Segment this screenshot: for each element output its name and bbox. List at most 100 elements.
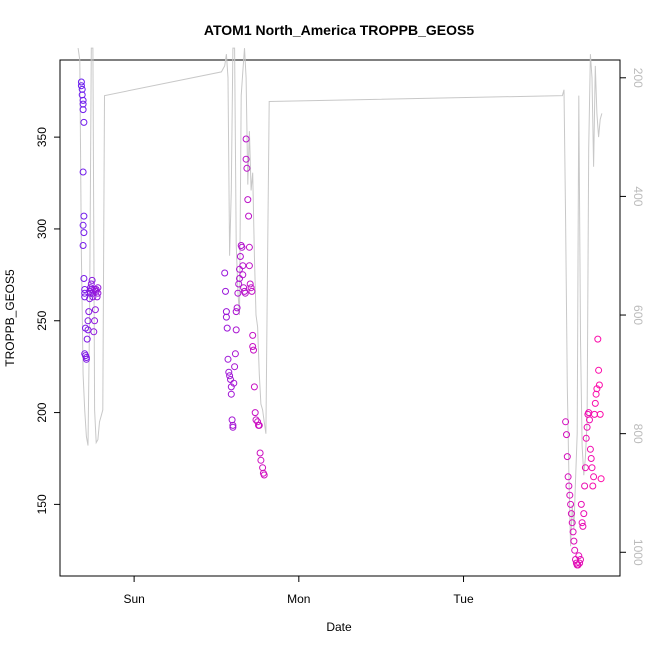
data-point — [595, 381, 603, 389]
data-point — [566, 491, 574, 499]
data-point — [82, 355, 90, 363]
data-point — [250, 346, 257, 354]
left-tick-label: 200 — [35, 402, 49, 422]
data-point — [84, 317, 92, 325]
data-point — [222, 313, 230, 321]
left-y-axis: 150 200 250 300 350 — [35, 127, 60, 514]
data-point — [250, 383, 258, 391]
data-point — [567, 500, 575, 508]
data-point — [251, 409, 259, 417]
right-tick-label: 600 — [631, 305, 645, 325]
data-point — [589, 482, 597, 490]
data-point — [591, 399, 599, 407]
left-tick-label: 150 — [35, 494, 49, 514]
data-point — [248, 287, 256, 295]
right-tick-label: 800 — [631, 424, 645, 444]
data-point — [79, 96, 87, 104]
data-point — [244, 196, 252, 204]
data-point — [586, 445, 594, 453]
data-point — [91, 317, 99, 325]
data-point — [230, 379, 238, 387]
data-point — [568, 519, 576, 527]
data-point — [575, 552, 583, 560]
data-point — [245, 212, 253, 220]
data-point — [231, 363, 239, 371]
data-point — [227, 376, 234, 383]
data-point — [77, 82, 85, 90]
data-point — [93, 293, 101, 301]
data-point — [80, 118, 88, 126]
data-point — [562, 418, 570, 426]
data-point — [595, 366, 603, 374]
data-point — [224, 355, 232, 363]
gray-series — [77, 47, 603, 547]
data-point — [254, 418, 262, 426]
data-point — [583, 423, 591, 431]
data-point — [92, 286, 100, 293]
data-point — [255, 421, 263, 429]
data-point — [578, 519, 586, 527]
data-point — [79, 242, 87, 249]
data-point — [88, 276, 96, 284]
data-point — [87, 280, 95, 288]
data-point — [590, 473, 598, 481]
data-point — [221, 269, 229, 277]
data-point — [567, 510, 575, 518]
data-point — [81, 293, 89, 301]
x-axis-label: Date — [326, 620, 352, 634]
data-point — [239, 271, 247, 279]
data-point — [576, 559, 584, 567]
data-point — [563, 453, 571, 461]
data-point — [227, 390, 235, 398]
data-point — [242, 155, 250, 163]
data-point — [260, 471, 268, 479]
data-point — [588, 464, 596, 472]
data-point — [569, 528, 577, 536]
x-tick-label: Tue — [453, 592, 474, 606]
data-point — [243, 164, 251, 172]
data-point — [597, 475, 605, 483]
data-point — [236, 253, 244, 260]
data-point — [229, 423, 237, 431]
data-point — [91, 306, 99, 314]
data-point — [232, 308, 240, 316]
data-point — [232, 326, 240, 334]
data-point — [582, 434, 590, 442]
points-series — [77, 78, 605, 569]
data-point — [581, 464, 589, 472]
data-point — [238, 243, 246, 251]
data-point — [580, 510, 588, 518]
data-point — [225, 368, 233, 376]
data-point — [252, 416, 260, 424]
data-point — [245, 243, 253, 251]
data-point — [247, 284, 255, 292]
right-tick-label: 1000 — [631, 539, 645, 566]
x-tick-label: Sun — [123, 592, 144, 606]
data-point — [245, 262, 253, 270]
plot-frame — [59, 59, 621, 577]
data-point — [234, 289, 242, 297]
data-point — [257, 456, 265, 464]
right-tick-label: 200 — [631, 68, 645, 88]
data-point — [570, 537, 578, 545]
data-point — [579, 522, 587, 530]
data-point — [222, 287, 229, 295]
right-tick-label: 400 — [631, 186, 645, 206]
data-point — [89, 293, 97, 301]
left-tick-label: 250 — [35, 310, 49, 330]
chart-title: ATOM1 North_America TROPPB_GEOS5 — [204, 22, 474, 38]
data-point — [226, 372, 234, 380]
data-point — [574, 561, 582, 569]
data-point — [246, 280, 254, 288]
data-point — [565, 482, 573, 490]
data-point — [591, 410, 598, 418]
data-point — [85, 308, 93, 316]
data-point — [223, 324, 231, 332]
gray-line — [77, 47, 603, 547]
data-point — [256, 449, 264, 457]
data-point — [587, 455, 595, 462]
x-tick-label: Mon — [287, 592, 310, 606]
data-point — [80, 229, 88, 237]
data-point — [594, 335, 602, 343]
